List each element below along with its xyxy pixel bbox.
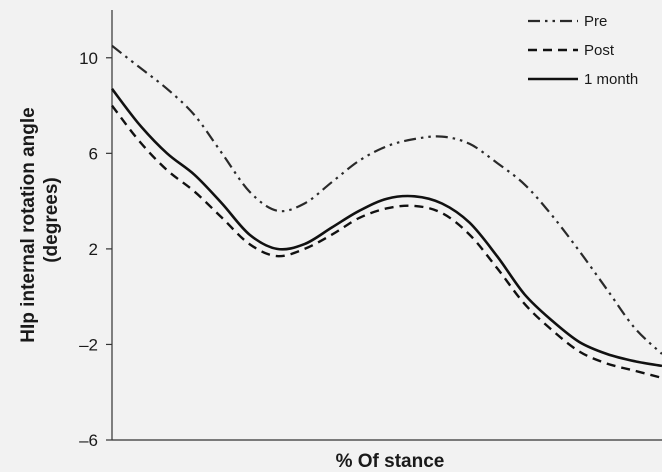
y-axis-title-line2: (degrees) — [41, 177, 62, 263]
legend-label: 1 month — [584, 71, 638, 88]
series-layer — [110, 44, 662, 380]
series-line-pre — [111, 44, 662, 355]
y-tick-label: 10 — [79, 49, 98, 68]
series-line-1-month — [110, 88, 662, 368]
y-tick-label: –2 — [79, 335, 98, 354]
y-tick-label: 6 — [89, 144, 98, 163]
y-axis-title-line1: HIp internal rotation angle — [18, 107, 39, 342]
y-tick-label: –6 — [79, 431, 98, 450]
legend: Pre Post 1 month — [528, 13, 638, 88]
y-tick-label: 2 — [89, 240, 98, 259]
legend-label: Post — [584, 42, 615, 59]
x-axis-title: % Of stance — [336, 451, 445, 472]
axes — [111, 10, 662, 441]
series-line-post — [111, 104, 662, 380]
y-ticks: 10 6 2 –2 –6 — [79, 49, 112, 450]
legend-label: Pre — [584, 13, 607, 30]
